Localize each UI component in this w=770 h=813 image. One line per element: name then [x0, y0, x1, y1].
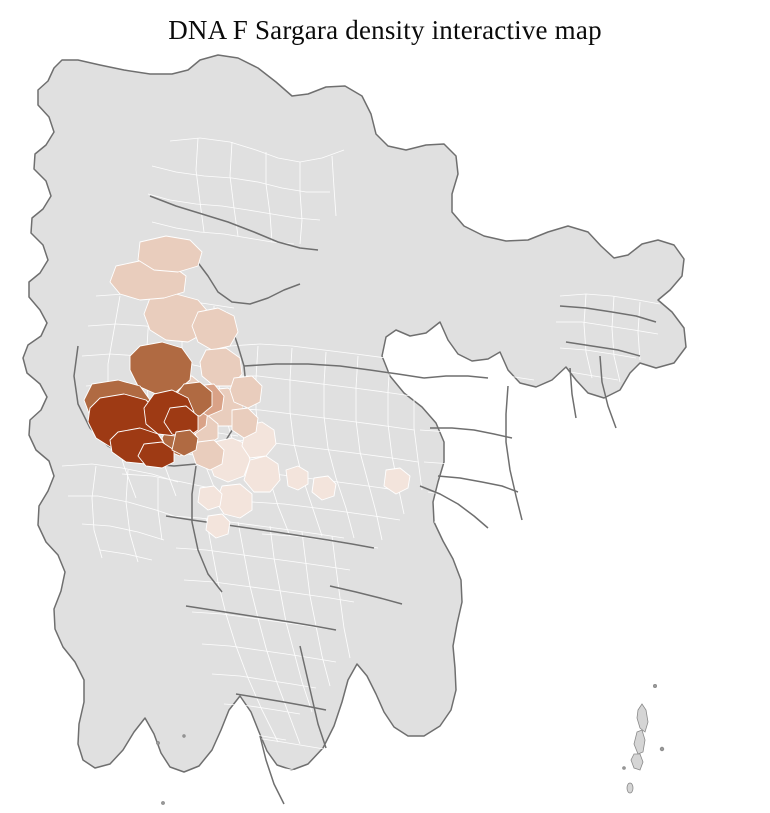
district-mandsaur[interactable] [229, 375, 263, 409]
mainland-group[interactable] [22, 54, 687, 773]
choropleth-districts-group[interactable] [83, 235, 411, 539]
district-mp-misc-2[interactable] [205, 513, 231, 539]
island-little-andaman[interactable] [626, 782, 634, 794]
island-andaman-north[interactable] [636, 703, 649, 733]
island-lakshadweep-1[interactable] [156, 741, 160, 745]
island-lakshadweep-2[interactable] [182, 734, 186, 738]
district-sehore[interactable] [285, 465, 309, 491]
district-mp-misc-1[interactable] [197, 485, 223, 511]
final-map[interactable] [0, 46, 770, 813]
district-chhindwara[interactable] [383, 467, 411, 495]
island-lakshadweep-3[interactable] [161, 801, 165, 805]
india-choropleth-map[interactable] [0, 46, 770, 813]
district-indore[interactable] [243, 455, 281, 493]
map-svg[interactable] [0, 46, 770, 813]
page-title: DNA F Sargara density interactive map [168, 15, 602, 45]
district-ganganagar[interactable] [137, 235, 203, 273]
island-andaman-south[interactable] [630, 753, 644, 771]
district-mt-abu[interactable] [171, 429, 199, 457]
mainland-base[interactable] [22, 54, 687, 773]
district-hoshangabad[interactable] [311, 475, 337, 501]
district-ajmer[interactable] [191, 307, 239, 351]
islands-group[interactable] [156, 684, 665, 813]
district-sirohi[interactable] [137, 441, 175, 469]
island-dot-3[interactable] [622, 766, 626, 770]
district-jhabua[interactable] [191, 439, 225, 471]
island-andaman-middle[interactable] [633, 729, 646, 755]
island-dot-2[interactable] [659, 746, 665, 752]
island-dot-1[interactable] [653, 684, 658, 689]
